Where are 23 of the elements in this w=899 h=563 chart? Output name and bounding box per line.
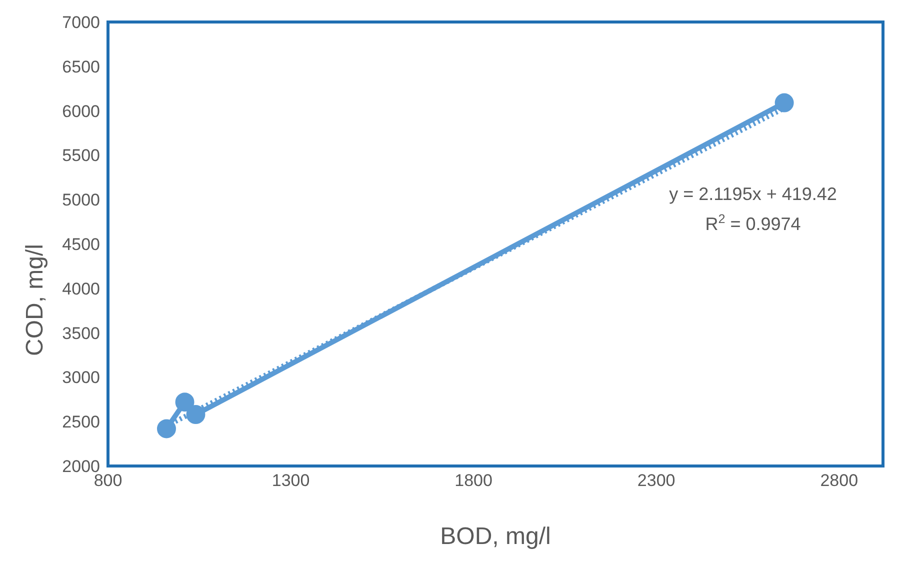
annotation: y = 2.1195x + 419.42 — [669, 184, 837, 204]
y-tick-label: 2500 — [62, 412, 100, 432]
annotation: R$^{2}$ = 0.9974 — [705, 212, 801, 234]
y-tick-label: 6500 — [62, 57, 100, 76]
x-tick-label: 800 — [94, 471, 122, 490]
y-tick-label: 3500 — [62, 324, 100, 343]
y-tick-label: 4500 — [62, 235, 100, 254]
y-tick-label: 4000 — [62, 279, 100, 298]
y-tick-label: 5000 — [62, 190, 100, 210]
point — [175, 392, 194, 412]
y-tick-label: 3000 — [62, 368, 100, 388]
x-axis-title: BOD, mg/l — [440, 523, 551, 550]
x-tick-label: 1300 — [272, 471, 310, 490]
y-tick-label: 6000 — [62, 102, 100, 121]
x-tick-label: 1800 — [454, 471, 492, 490]
x-tick-label: 2800 — [820, 471, 858, 490]
y-axis-title: COD, mg/l — [22, 244, 49, 356]
point — [156, 419, 176, 438]
y-tick-label: 5500 — [62, 146, 100, 166]
point — [774, 93, 794, 112]
y-tick-label: 7000 — [62, 13, 100, 32]
point — [186, 404, 206, 424]
x-tick-label: 2300 — [637, 471, 676, 490]
